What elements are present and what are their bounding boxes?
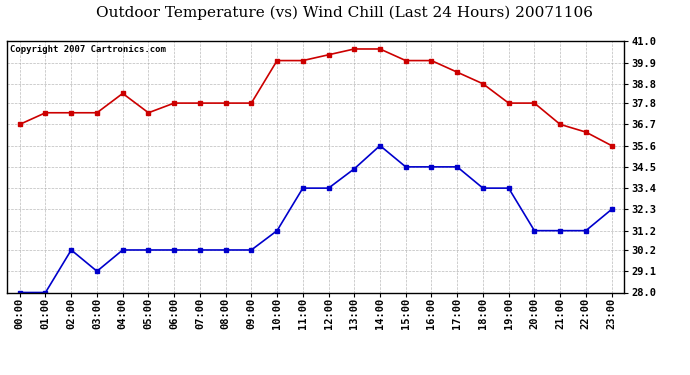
Text: Outdoor Temperature (vs) Wind Chill (Last 24 Hours) 20071106: Outdoor Temperature (vs) Wind Chill (Las… [97,6,593,20]
Text: Copyright 2007 Cartronics.com: Copyright 2007 Cartronics.com [10,45,166,54]
